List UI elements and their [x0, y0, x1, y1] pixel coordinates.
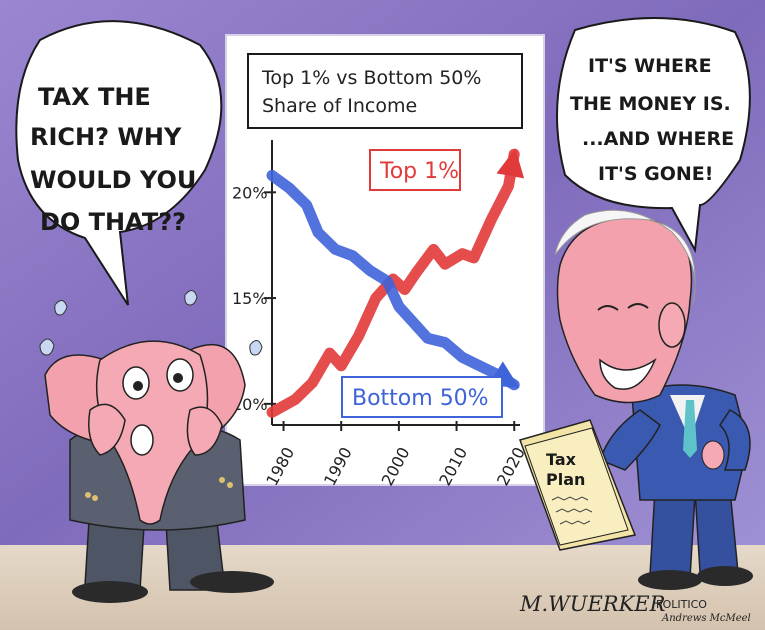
chart-board: Top 1% vs Bottom 50% Share of Income 20%…: [225, 34, 545, 489]
biden-smile: [599, 357, 657, 390]
right-bubble-line-3: ...AND WHERE: [582, 128, 734, 150]
series-line-top-1: [266, 148, 520, 418]
left-shoe: [72, 581, 148, 603]
y-tick-label: 15%: [232, 289, 268, 308]
right-speech-bubble: IT'S WHERE THE MONEY IS. ...AND WHERE IT…: [556, 17, 751, 254]
right-bubble-line-4: IT'S GONE!: [598, 163, 713, 185]
left-bubble-line-2: RICH? WHY: [30, 123, 182, 151]
legend-bottom-50-label: Bottom 50%: [352, 386, 489, 411]
legend-top-1-box: [369, 149, 461, 191]
scribble-lines: [551, 496, 593, 525]
sweat-drop-icon: [54, 300, 68, 316]
left-speech-bubble: TAX THE RICH? WHY WOULD YOU DO THAT??: [15, 20, 223, 306]
biden-right-shoe: [697, 566, 753, 586]
outlet-name: POLITICO: [656, 598, 707, 611]
tax-plan-document: Tax Plan: [519, 419, 637, 551]
sweat-drop-icon: [249, 340, 263, 356]
right-bubble-line-1: IT'S WHERE: [588, 55, 712, 77]
signature: M.WUERKER POLITICO Andrews McMeel: [519, 592, 751, 624]
sweat-drop-icon: [39, 338, 55, 356]
artist-signature: M.WUERKER: [519, 592, 666, 616]
biden-character: [554, 209, 753, 590]
elephant-mouth: [130, 424, 154, 456]
sweat-drop-icon: [184, 290, 198, 306]
series-arrowhead: [496, 148, 525, 179]
biden-left-shoe: [638, 570, 702, 590]
left-bubble-line-1: TAX THE: [38, 83, 151, 111]
legend-top-1-label: Top 1%: [379, 159, 459, 184]
left-bubble-line-4: DO THAT??: [40, 208, 186, 236]
chart-title-line-2: Share of Income: [262, 95, 417, 117]
right-bubble-line-2: THE MONEY IS.: [570, 93, 731, 115]
legend-bottom-50-box: [341, 376, 503, 418]
y-tick-label: 20%: [232, 183, 268, 202]
tax-plan-label-line-1: Tax: [546, 450, 577, 469]
right-shoe: [190, 571, 274, 593]
elephant-character: [39, 290, 274, 603]
biden-eye: [627, 303, 649, 309]
left-bubble-line-3: WOULD YOU: [30, 166, 196, 194]
biden-eye: [597, 305, 619, 311]
chart-title-box: [247, 53, 523, 129]
tax-plan-label-line-2: Plan: [546, 470, 585, 489]
series-line-bottom-50: [266, 169, 520, 391]
colorist-name: Andrews McMeel: [661, 613, 751, 624]
chart-title-line-1: Top 1% vs Bottom 50%: [261, 67, 481, 89]
